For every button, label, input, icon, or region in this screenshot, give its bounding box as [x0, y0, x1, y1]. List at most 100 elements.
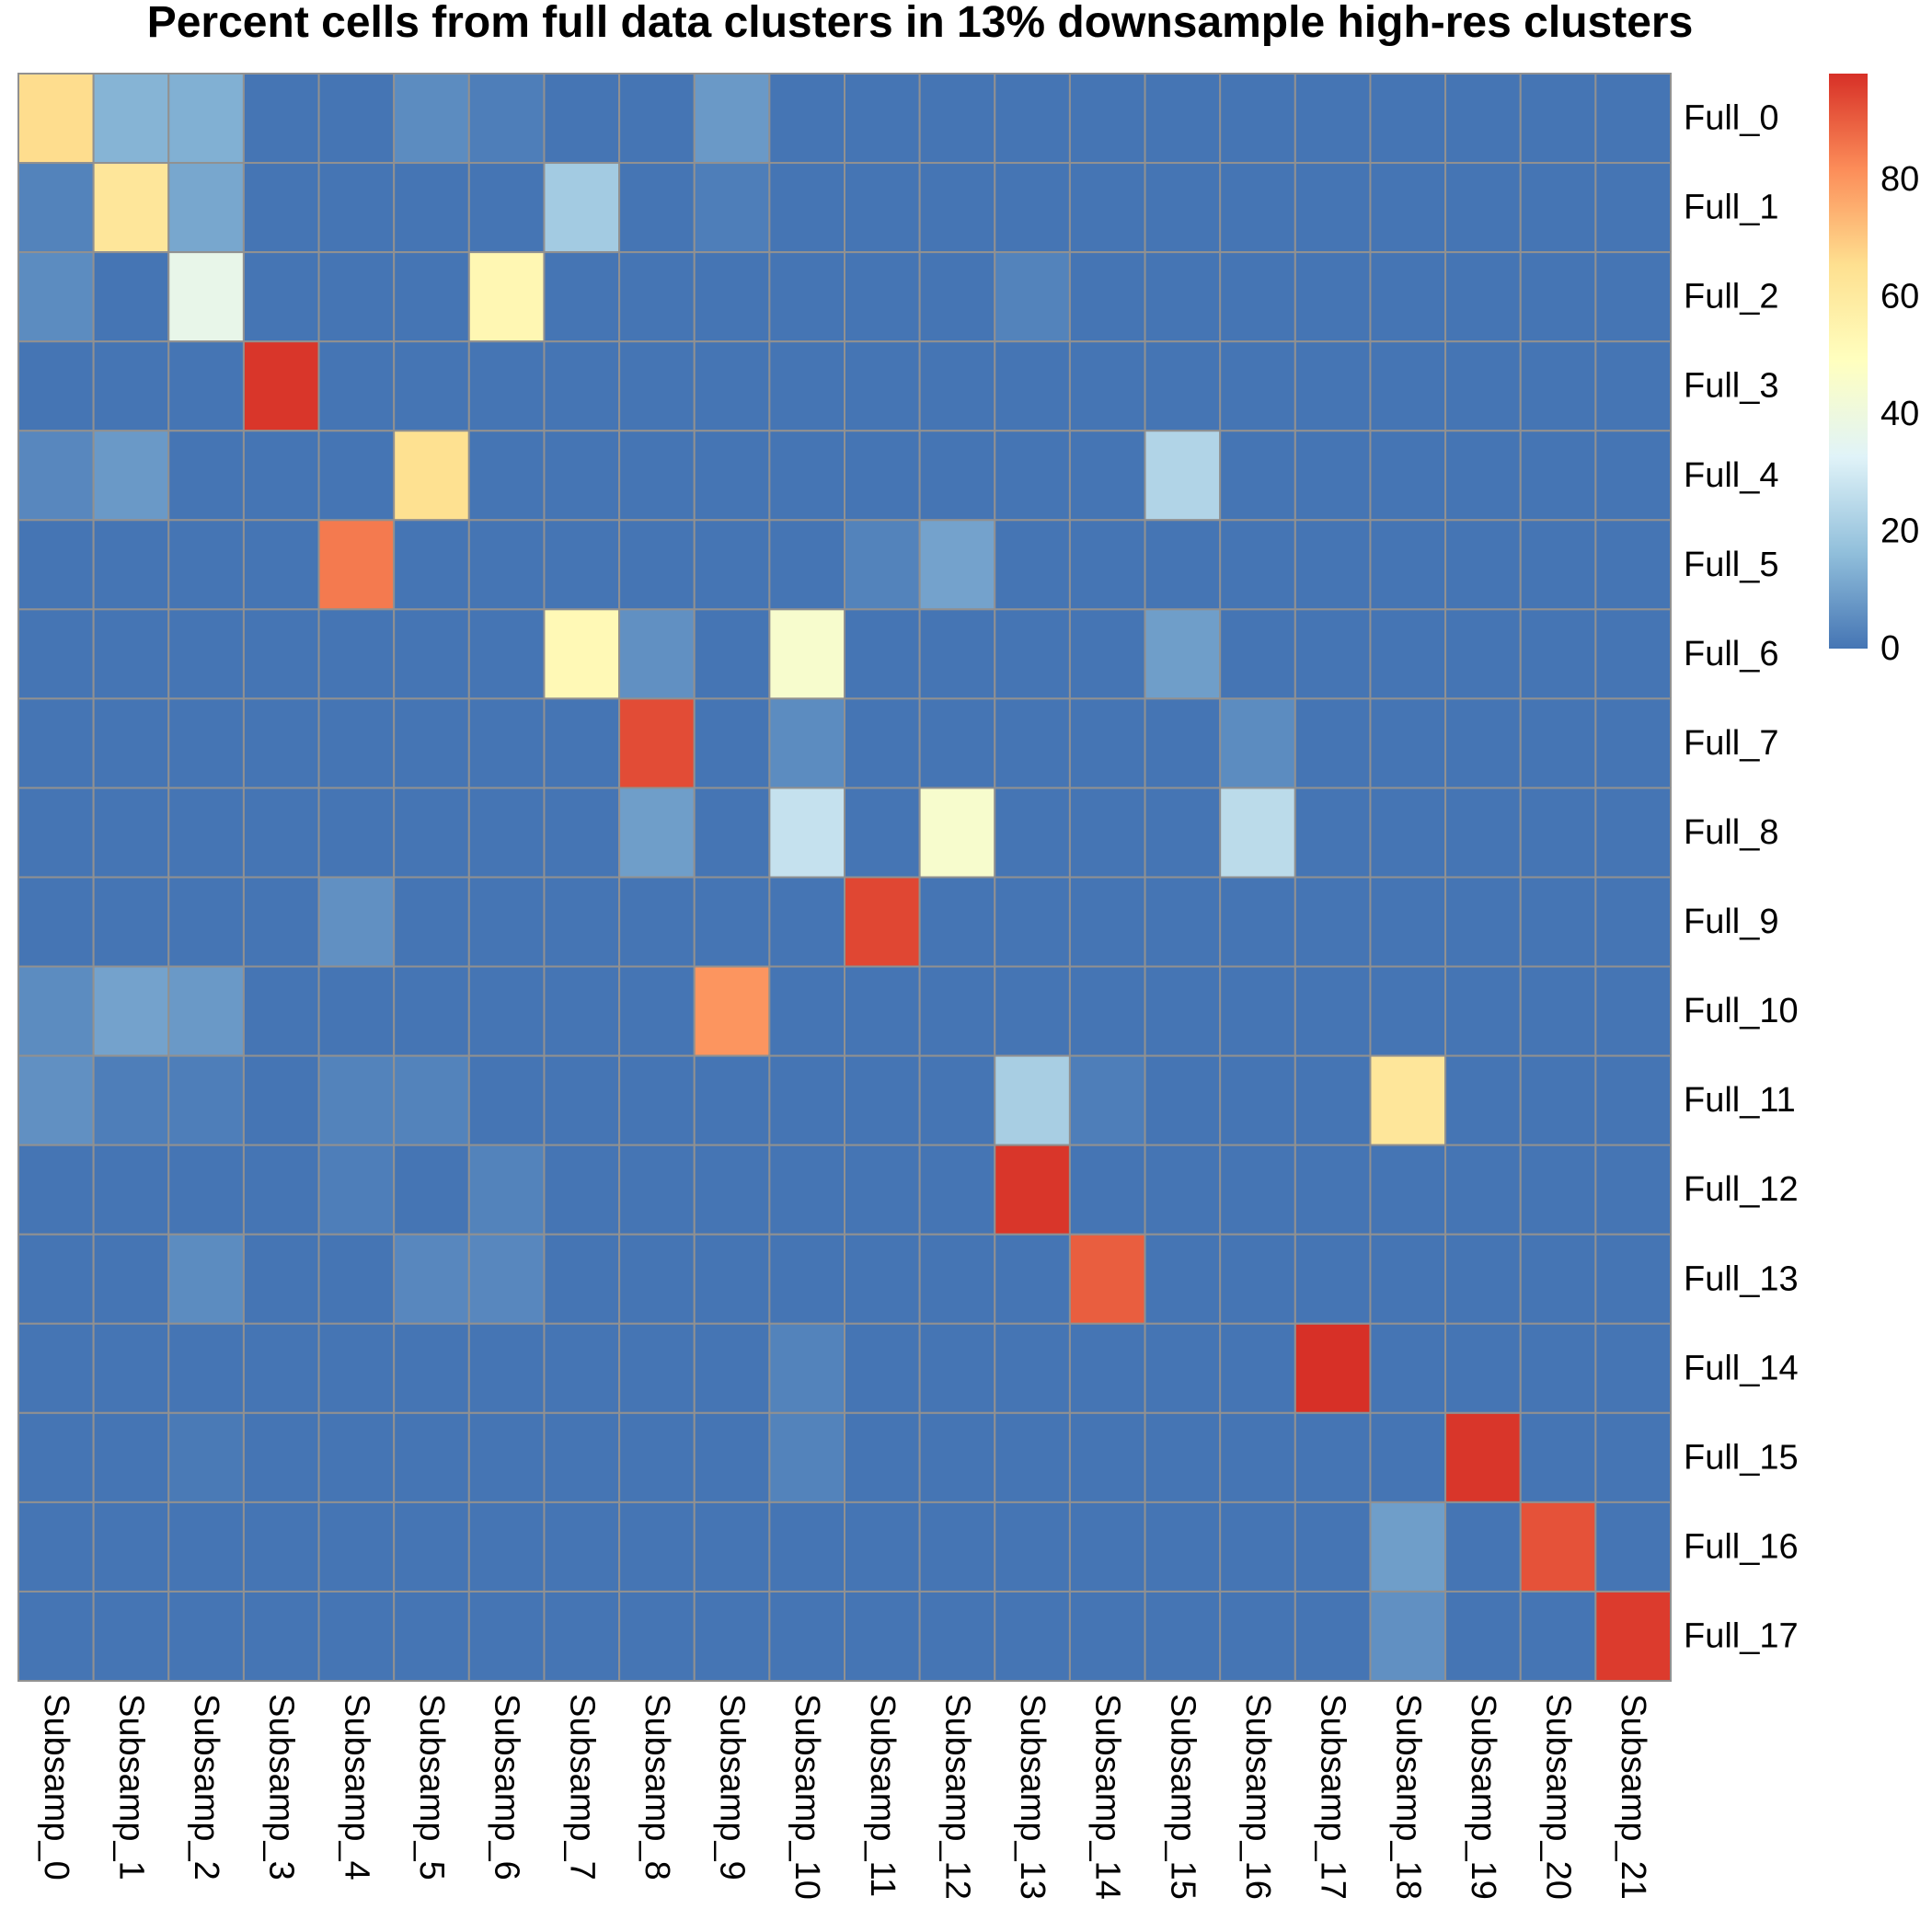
- column-label: Subsamp_19: [1464, 1694, 1502, 1900]
- heatmap-cell: [768, 876, 846, 968]
- heatmap-cell: [1068, 608, 1146, 700]
- column-label: Subsamp_10: [788, 1694, 826, 1900]
- heatmap-cell: [1594, 1322, 1673, 1414]
- heatmap-cell: [1068, 519, 1146, 611]
- heatmap-cell: [1369, 1144, 1447, 1236]
- heatmap-cell: [1594, 1411, 1673, 1503]
- heatmap-cell: [844, 1054, 921, 1146]
- heatmap-cell: [1594, 1054, 1673, 1146]
- column-label: Subsamp_21: [1614, 1694, 1652, 1900]
- heatmap-cell: [1219, 697, 1296, 789]
- row-label: Full_16: [1684, 1527, 1799, 1566]
- heatmap-cell: [768, 1501, 846, 1593]
- heatmap-cell: [994, 965, 1071, 1057]
- heatmap-cell: [1219, 608, 1296, 700]
- heatmap-cell: [844, 1144, 921, 1236]
- heatmap-cell: [693, 1233, 771, 1325]
- row-label: Full_14: [1684, 1349, 1799, 1387]
- heatmap-cell: [1594, 73, 1673, 165]
- heatmap-cell: [768, 430, 846, 522]
- heatmap-cell: [618, 1322, 696, 1414]
- heatmap-cell: [167, 340, 245, 432]
- row-label: Full_9: [1684, 903, 1779, 941]
- heatmap-cell: [1294, 1322, 1372, 1414]
- heatmap-cell: [92, 1590, 170, 1683]
- heatmap-cell: [543, 162, 621, 254]
- heatmap-cell: [543, 1054, 621, 1146]
- heatmap-cell: [393, 1501, 470, 1593]
- heatmap-cell: [844, 251, 921, 343]
- heatmap-cell: [242, 787, 320, 879]
- heatmap-cell: [1219, 965, 1296, 1057]
- heatmap-cell: [242, 1144, 320, 1236]
- heatmap-cell: [994, 251, 1071, 343]
- heatmap-cell: [1444, 1411, 1522, 1503]
- legend-tick-label: 20: [1880, 512, 1919, 550]
- heatmap-cell: [17, 608, 95, 700]
- heatmap-cell: [693, 162, 771, 254]
- heatmap-cell: [1294, 1144, 1372, 1236]
- heatmap-cell: [1369, 162, 1447, 254]
- heatmap-cell: [618, 1054, 696, 1146]
- heatmap-cell: [17, 162, 95, 254]
- heatmap-cell: [92, 251, 170, 343]
- heatmap-cell: [317, 1233, 396, 1325]
- heatmap-cell: [1219, 340, 1296, 432]
- heatmap-cell: [994, 340, 1071, 432]
- heatmap-cell: [768, 965, 846, 1057]
- heatmap-cell: [1144, 1144, 1222, 1236]
- heatmap-cell: [1144, 73, 1222, 165]
- heatmap-cell: [693, 73, 771, 165]
- heatmap-cell: [1369, 251, 1447, 343]
- heatmap-cell: [467, 251, 546, 343]
- heatmap-cell: [317, 430, 396, 522]
- heatmap-cell: [467, 965, 546, 1057]
- heatmap-cell: [1294, 1411, 1372, 1503]
- heatmap-cell: [543, 1144, 621, 1236]
- heatmap-cell: [1369, 1501, 1447, 1593]
- row-label: Full_10: [1684, 992, 1799, 1030]
- heatmap-cell: [393, 1233, 470, 1325]
- heatmap-cell: [918, 965, 996, 1057]
- heatmap-cell: [618, 162, 696, 254]
- column-label: Subsamp_1: [111, 1694, 150, 1880]
- heatmap-cell: [1444, 1054, 1522, 1146]
- heatmap-cell: [1219, 162, 1296, 254]
- row-label: Full_4: [1684, 456, 1779, 495]
- heatmap-cell: [1219, 1411, 1296, 1503]
- heatmap-cell: [1369, 697, 1447, 789]
- heatmap-cell: [167, 965, 245, 1057]
- heatmap-cell: [393, 1054, 470, 1146]
- heatmap-cell: [543, 697, 621, 789]
- heatmap-cell: [1144, 697, 1222, 789]
- heatmap-cell: [1294, 340, 1372, 432]
- heatmap-cell: [1219, 430, 1296, 522]
- heatmap-cell: [618, 1590, 696, 1683]
- heatmap-cell: [1519, 1411, 1597, 1503]
- heatmap-cell: [317, 1411, 396, 1503]
- heatmap-cell: [1444, 787, 1522, 879]
- heatmap-cell: [693, 430, 771, 522]
- heatmap-cell: [242, 1590, 320, 1683]
- heatmap-cell: [618, 1411, 696, 1503]
- heatmap-cell: [92, 876, 170, 968]
- heatmap-cell: [1594, 608, 1673, 700]
- heatmap-cell: [17, 1501, 95, 1593]
- heatmap-cell: [543, 519, 621, 611]
- heatmap-cell: [467, 1590, 546, 1683]
- heatmap-cell: [167, 519, 245, 611]
- heatmap-cell: [317, 608, 396, 700]
- heatmap-cell: [17, 251, 95, 343]
- heatmap-cell: [1369, 1054, 1447, 1146]
- heatmap-cell: [1594, 251, 1673, 343]
- column-label: Subsamp_0: [37, 1694, 75, 1880]
- heatmap-cell: [844, 1322, 921, 1414]
- heatmap-cell: [1294, 697, 1372, 789]
- heatmap-cell: [618, 787, 696, 879]
- chart-title: Percent cells from full data clusters in…: [147, 0, 1694, 47]
- heatmap-cell: [693, 1144, 771, 1236]
- heatmap-cell: [1144, 1233, 1222, 1325]
- legend-tick-label: 60: [1880, 277, 1919, 316]
- heatmap-cell: [1519, 1322, 1597, 1414]
